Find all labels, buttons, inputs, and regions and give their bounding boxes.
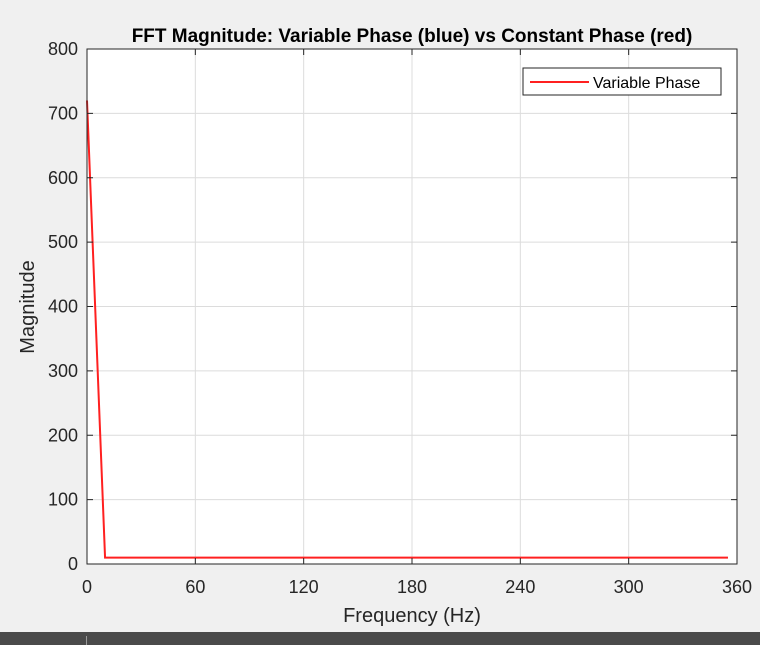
y-tick-label: 100 — [48, 490, 78, 510]
y-tick-label: 400 — [48, 297, 78, 317]
y-tick-label: 200 — [48, 425, 78, 445]
x-axis-label: Frequency (Hz) — [343, 605, 481, 627]
y-tick-label: 800 — [48, 39, 78, 59]
window-bottom-divider — [86, 636, 87, 645]
x-axis-ticks: 0 60 120 180 240 300 360 — [82, 49, 752, 597]
window-bottom-bar — [0, 632, 760, 645]
y-axis-label: Magnitude — [17, 260, 39, 353]
x-tick-label: 120 — [289, 577, 319, 597]
x-tick-label: 60 — [185, 577, 205, 597]
x-tick-label: 240 — [505, 577, 535, 597]
x-tick-label: 180 — [397, 577, 427, 597]
x-tick-label: 300 — [614, 577, 644, 597]
y-tick-label: 700 — [48, 103, 78, 123]
legend-label-variable-phase: Variable Phase — [593, 75, 700, 92]
chart-title: FFT Magnitude: Variable Phase (blue) vs … — [132, 26, 693, 47]
series-line-variable-phase — [86, 100, 728, 559]
legend: Variable Phase — [522, 67, 722, 96]
y-tick-label: 500 — [48, 232, 78, 252]
y-tick-label: 600 — [48, 168, 78, 188]
series-lines — [86, 100, 728, 559]
x-tick-label: 0 — [82, 577, 92, 597]
y-tick-label: 300 — [48, 361, 78, 381]
y-tick-label: 0 — [68, 554, 78, 574]
chart: 0 60 120 180 240 300 360 0 100 200 300 400 500 600 70… — [17, 26, 753, 627]
y-axis-ticks: 0 100 200 300 400 500 600 700 800 — [48, 39, 737, 574]
x-tick-label: 360 — [722, 577, 752, 597]
